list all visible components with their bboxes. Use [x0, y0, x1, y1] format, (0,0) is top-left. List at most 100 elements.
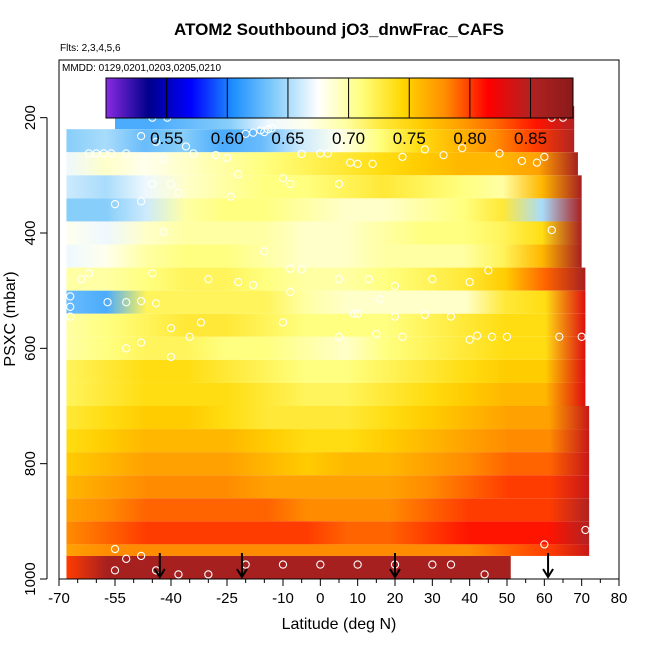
sample-point — [136, 338, 146, 347]
sample-point — [148, 179, 157, 189]
sample-point — [136, 131, 146, 141]
sample-point — [480, 570, 489, 579]
sample-point — [278, 318, 288, 327]
sample-point — [420, 145, 430, 154]
heatmap-band — [66, 198, 582, 222]
sample-point — [375, 295, 385, 304]
x-tick-label: 10 — [349, 590, 366, 607]
x-tick-label: -10 — [272, 590, 294, 607]
sample-point — [547, 225, 556, 235]
sample-point — [532, 158, 542, 167]
sample-point — [349, 309, 359, 318]
sample-point — [222, 153, 232, 163]
heatmap-band — [66, 452, 590, 476]
sample-point — [136, 296, 146, 306]
heatmap-band — [66, 544, 590, 556]
sample-point — [77, 274, 86, 284]
sample-point — [107, 149, 116, 158]
sample-point — [286, 264, 295, 273]
sample-point — [472, 331, 482, 340]
sample-point — [151, 299, 161, 308]
y-tick-label: 600 — [22, 336, 39, 361]
heatmap-band — [66, 290, 586, 314]
colorbar-tick-label: 0.70 — [332, 129, 365, 148]
arrow-marker — [153, 553, 166, 579]
sample-point — [484, 266, 493, 275]
dates-label: MMDD: 0129,0201,0203,0205,0210 — [62, 63, 221, 74]
x-tick-label: -25 — [216, 590, 238, 607]
colorbar-gradient — [105, 77, 574, 119]
sample-point — [267, 123, 276, 133]
sample-point — [278, 174, 288, 183]
sample-point — [66, 312, 75, 321]
sample-point — [166, 352, 176, 362]
colorbar-tick-label: 0.75 — [393, 129, 426, 148]
sample-point — [540, 540, 549, 549]
x-axis: -70 -55 -40 -25 -10 0 10 20 30 40 50 60 70 80 — [48, 579, 627, 607]
sample-point — [577, 332, 586, 341]
flights-label: Flts: 2,3,4,5,6 — [60, 43, 121, 54]
sample-point — [159, 227, 168, 236]
sample-point — [185, 332, 194, 341]
heatmap-band — [66, 521, 590, 545]
sample-point — [372, 329, 381, 339]
sample-point — [428, 560, 437, 569]
sample-point — [66, 302, 75, 311]
sample-point — [248, 280, 258, 290]
arrow-head — [236, 568, 248, 579]
sample-point — [390, 312, 400, 321]
y-tick-label: 800 — [22, 451, 39, 476]
sample-point — [390, 281, 400, 291]
heatmap-layers — [66, 106, 590, 579]
sample-point — [297, 149, 306, 159]
sample-point — [103, 298, 112, 307]
sample-point — [66, 292, 75, 301]
sample-point — [110, 200, 120, 209]
sample-point — [334, 332, 344, 341]
sample-point — [110, 566, 120, 575]
sample-point — [420, 310, 430, 320]
heatmap-band — [66, 555, 511, 579]
sample-point — [458, 144, 467, 153]
heatmap-band — [66, 475, 590, 499]
sample-point — [353, 309, 362, 318]
sample-point — [540, 152, 549, 162]
sample-point — [502, 332, 512, 341]
sample-point — [174, 570, 183, 579]
heatmap-band — [66, 406, 590, 430]
sample-point — [517, 156, 527, 166]
colorbar-tick-label: 0.85 — [514, 129, 547, 148]
heatmap-band — [66, 129, 575, 153]
sample-point — [166, 179, 176, 189]
sample-point — [122, 554, 131, 563]
heatmap-band — [66, 359, 586, 383]
sample-point — [122, 298, 131, 307]
heatmap-band — [66, 382, 586, 406]
sample-point — [334, 274, 344, 284]
heatmap-band — [66, 313, 586, 337]
sample-point — [446, 312, 456, 321]
x-tick-label: 60 — [536, 590, 553, 607]
sample-point — [122, 149, 131, 158]
x-tick-label: 50 — [499, 590, 516, 607]
x-tick-label: -40 — [160, 590, 182, 607]
sample-point — [364, 274, 374, 284]
colorbar-tick-label: 0.60 — [211, 129, 244, 148]
x-tick-label: -55 — [104, 590, 126, 607]
arrow-marker — [542, 553, 554, 579]
colorbar-tick-label: 0.65 — [271, 129, 304, 148]
sample-point — [136, 551, 146, 561]
sample-point — [260, 247, 269, 256]
sample-points — [66, 113, 590, 579]
sample-point — [465, 335, 474, 344]
sample-point — [226, 192, 235, 201]
x-tick-label: 20 — [387, 590, 404, 607]
sample-point — [286, 287, 295, 296]
arrow-marker — [236, 553, 248, 579]
sample-point — [136, 197, 146, 206]
x-tick-label: 30 — [424, 590, 441, 607]
x-tick-label: 40 — [461, 590, 478, 607]
sample-point — [278, 560, 288, 569]
heatmap-band — [66, 244, 582, 268]
